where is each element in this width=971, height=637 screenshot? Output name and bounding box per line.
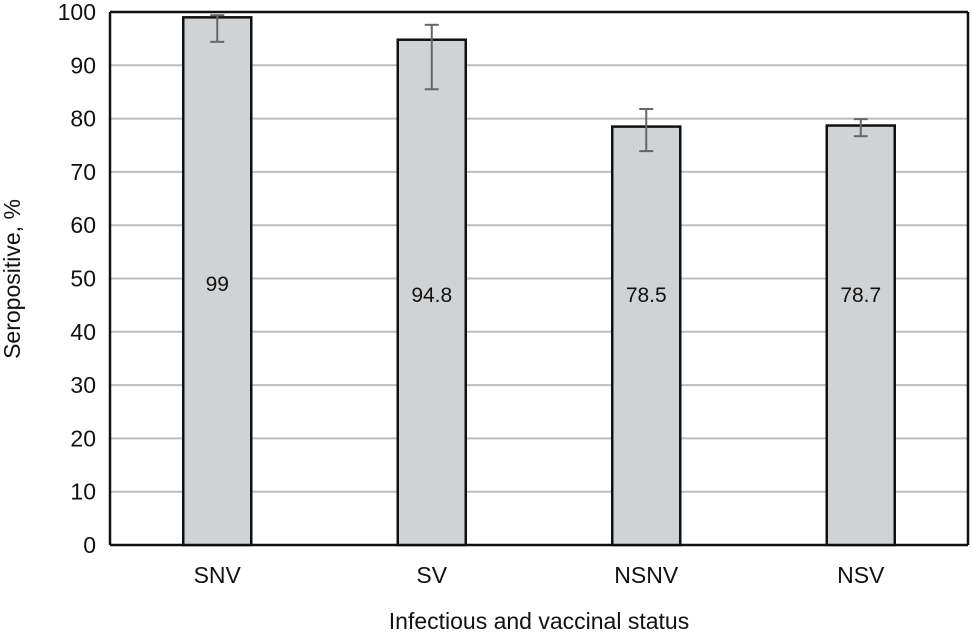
bar-snv [182,16,253,547]
y-tick-label: 40 [70,319,96,345]
gridlines [108,10,970,547]
x-axis-ticks: SNV SV NSNV NSV [194,562,885,588]
y-tick-label: 0 [83,532,96,558]
y-axis-label: Seropositive, % [0,199,25,359]
data-label: 78.5 [626,284,667,307]
y-tick-label: 80 [70,106,96,132]
data-label: 94.8 [411,284,452,307]
bars: 99 94.8 78.5 78.7 [182,14,896,547]
y-axis-ticks: 0 10 20 30 40 50 60 70 80 90 100 [58,0,96,558]
bar-nsv [825,124,896,547]
bar-nsnv [611,125,682,547]
y-tick-label: 70 [70,159,96,185]
y-tick-label: 90 [70,52,96,78]
x-tick-label: SV [416,562,447,588]
bar-sv [396,38,467,547]
y-tick-label: 10 [70,479,96,505]
data-label: 99 [206,273,229,296]
x-tick-label: NSV [837,562,885,588]
data-label: 78.7 [840,284,881,307]
y-tick-label: 30 [70,372,96,398]
x-tick-label: NSNV [614,562,679,588]
y-tick-label: 60 [70,212,96,238]
x-tick-label: SNV [194,562,242,588]
y-tick-label: 20 [70,425,96,451]
y-tick-label: 100 [58,0,96,25]
y-tick-label: 50 [70,266,96,292]
x-axis-label: Infectious and vaccinal status [389,608,689,632]
